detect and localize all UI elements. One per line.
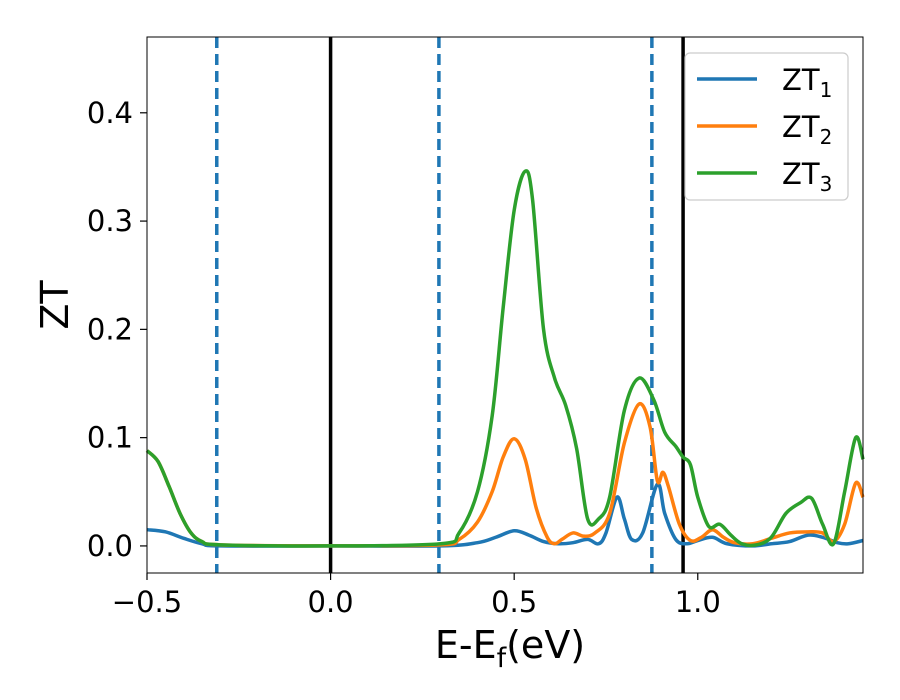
legend-label-zt1: ZT1 xyxy=(782,63,832,102)
series-lines xyxy=(145,169,865,548)
x-axis-ticks: −0.5 0.0 0.5 1.0 xyxy=(112,573,721,619)
legend-label-zt3: ZT3 xyxy=(782,157,832,196)
y-axis-ticks: 0.0 0.1 0.2 0.3 0.4 xyxy=(87,96,147,563)
legend-box xyxy=(684,52,849,201)
legend: ZT1 ZT2 ZT3 xyxy=(684,52,849,201)
y-tick-label: 0.2 xyxy=(87,312,133,346)
x-tick-label: 0.0 xyxy=(308,585,354,619)
y-axis-label: ZT xyxy=(33,280,77,330)
y-tick-label: 0.1 xyxy=(87,421,133,455)
series-line-zt3 xyxy=(145,169,865,548)
y-tick-label: 0.3 xyxy=(87,204,133,238)
y-tick-label: 0.4 xyxy=(87,96,133,130)
x-tick-label: 0.5 xyxy=(491,585,537,619)
x-tick-label: −0.5 xyxy=(112,585,182,619)
x-tick-label: 1.0 xyxy=(675,585,721,619)
legend-label-zt2: ZT2 xyxy=(782,110,832,149)
series-line-zt2 xyxy=(145,402,865,548)
series-line-zt1 xyxy=(146,482,864,548)
plot-frame xyxy=(146,36,864,574)
vertical-reference-lines xyxy=(215,37,685,573)
x-axis-label: E-Ef(eV) xyxy=(435,623,585,674)
y-tick-label: 0.0 xyxy=(87,529,133,563)
